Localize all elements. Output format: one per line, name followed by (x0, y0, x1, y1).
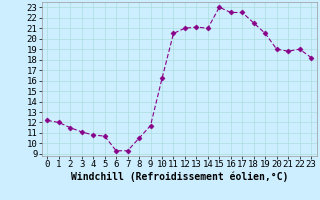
X-axis label: Windchill (Refroidissement éolien,°C): Windchill (Refroidissement éolien,°C) (70, 172, 288, 182)
